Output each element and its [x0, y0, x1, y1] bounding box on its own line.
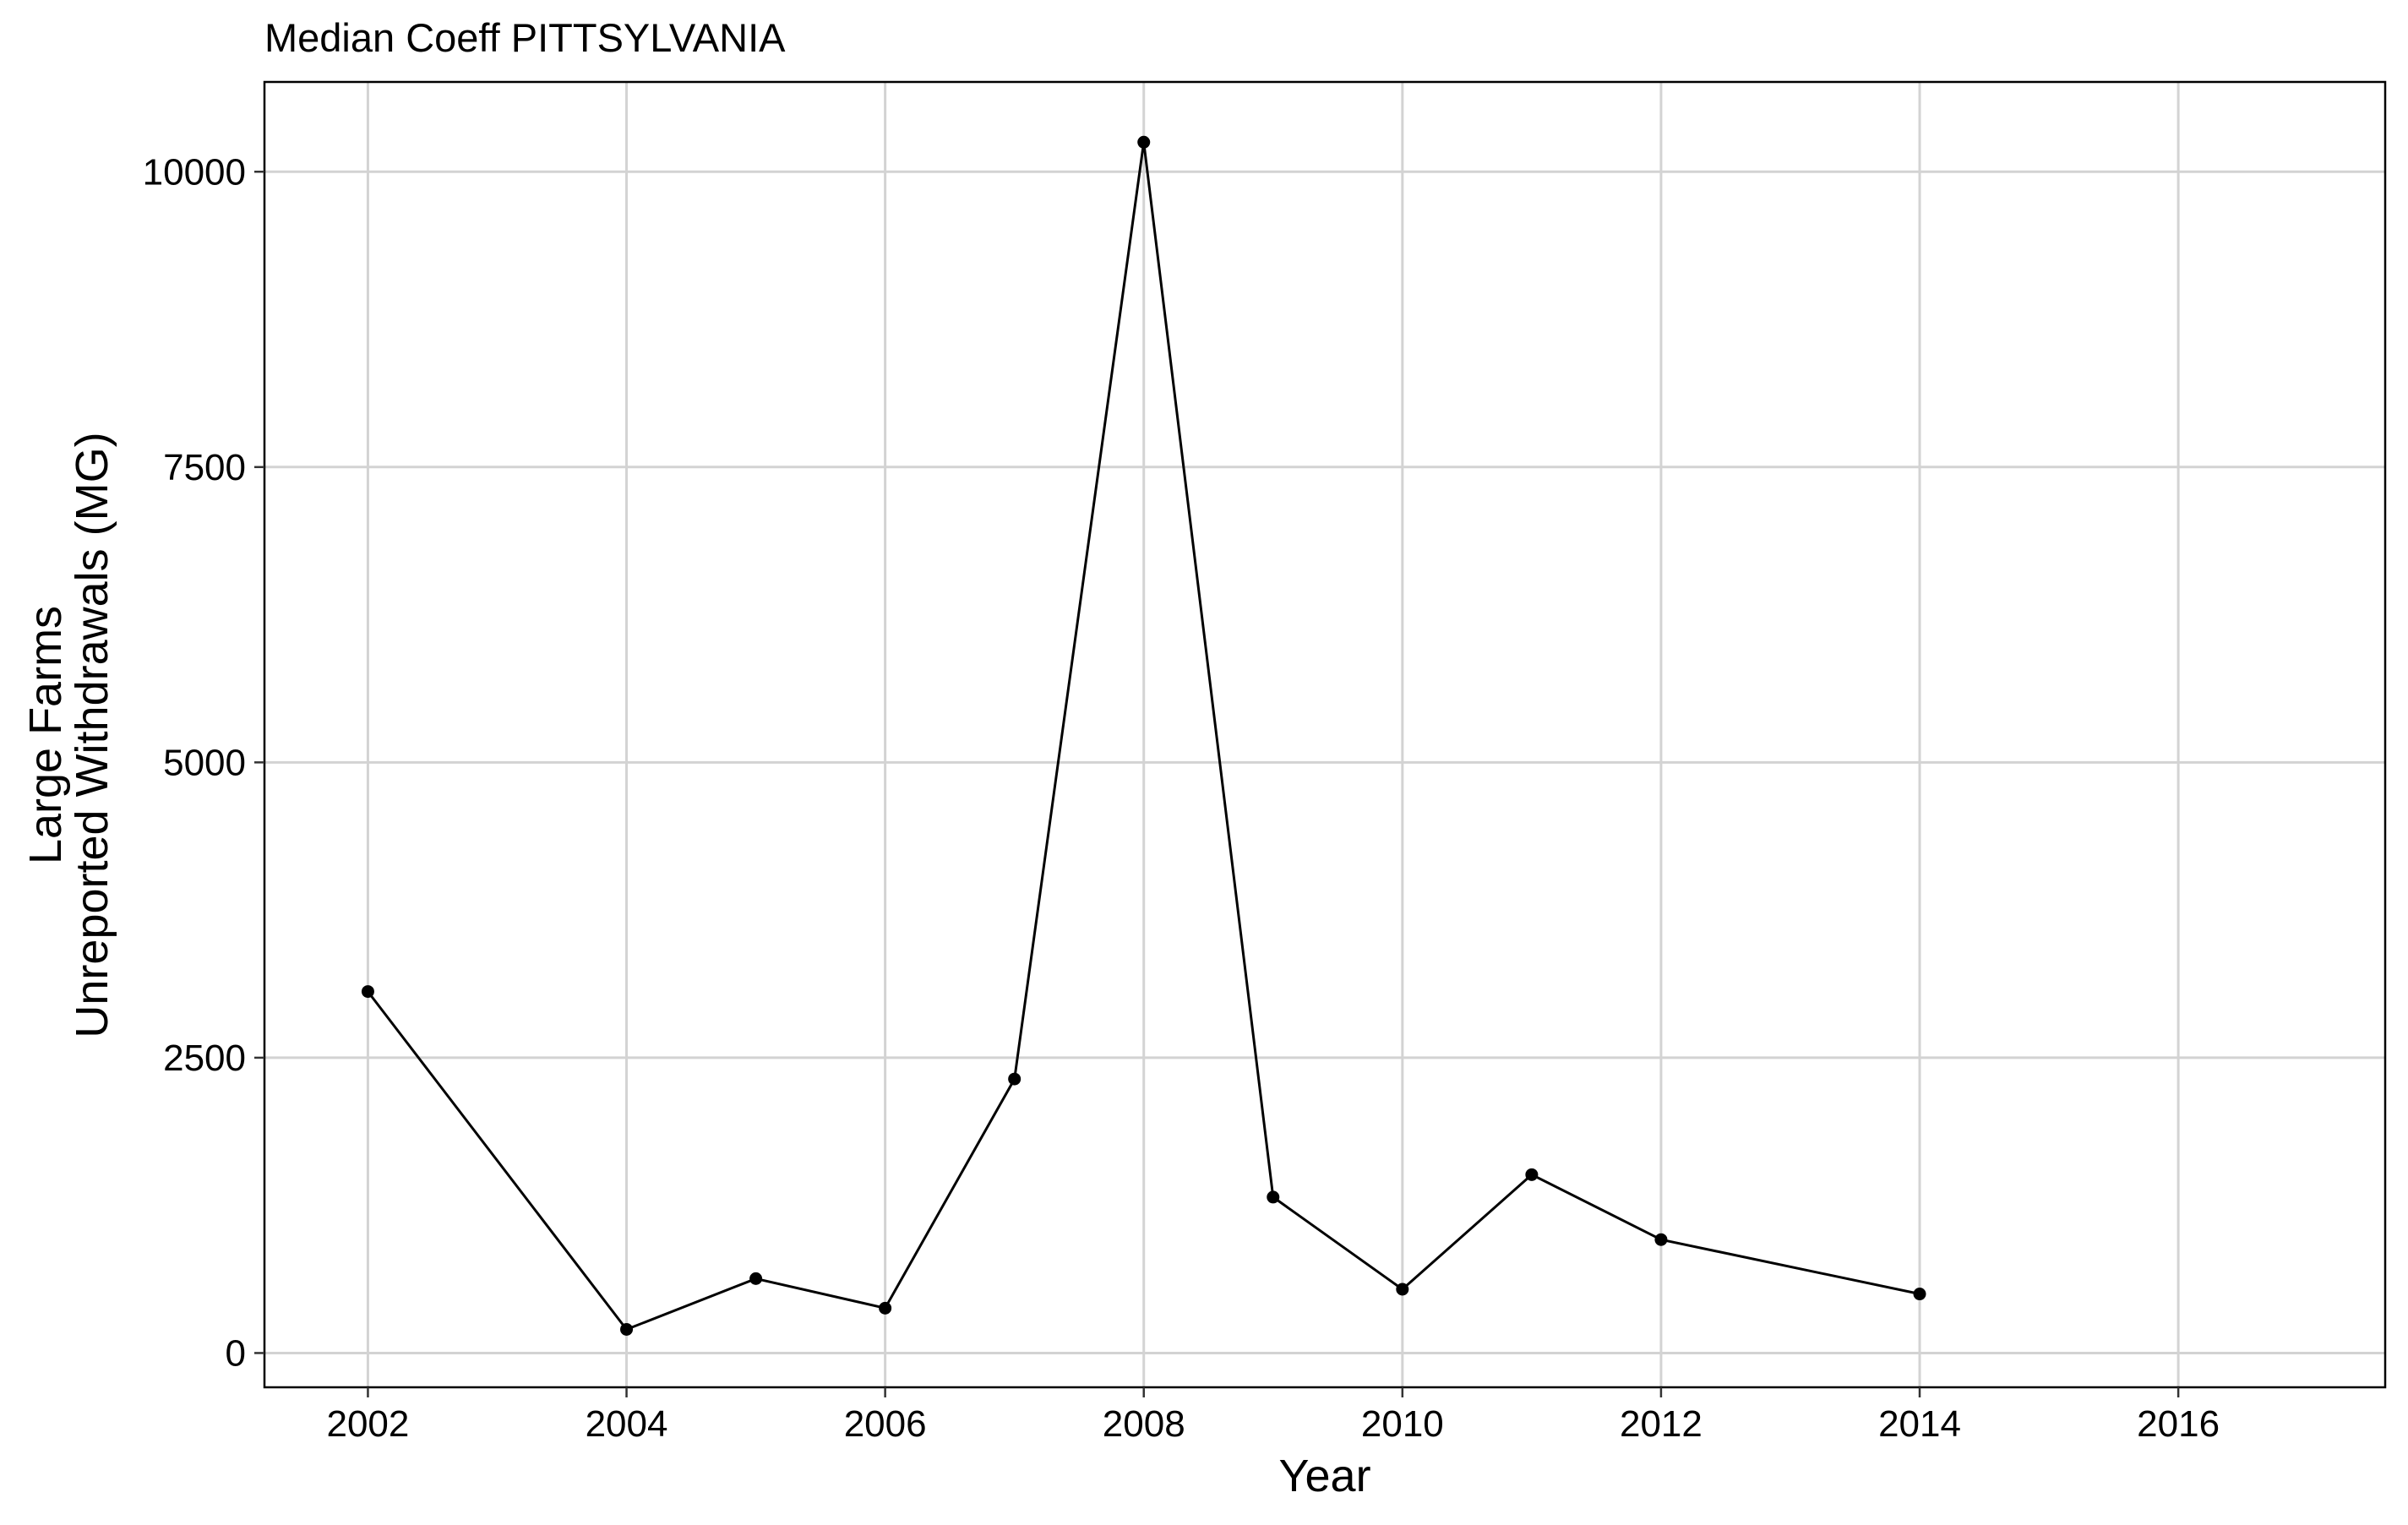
grid-lines — [264, 82, 2385, 1387]
y-axis-ticks: 0 2500 5000 7500 10000 — [143, 151, 264, 1374]
x-tick-label: 2012 — [1620, 1403, 1702, 1445]
y-tick-label: 0 — [226, 1332, 246, 1374]
x-tick-label: 2006 — [844, 1403, 927, 1445]
y-tick-label: 10000 — [143, 151, 246, 193]
chart-title: Median Coeff PITTSYLVANIA — [264, 15, 786, 60]
x-tick-label: 2008 — [1103, 1403, 1185, 1445]
x-tick-label: 2016 — [2137, 1403, 2220, 1445]
data-point — [1654, 1233, 1668, 1246]
data-point — [1008, 1072, 1021, 1086]
data-point — [1267, 1190, 1280, 1204]
x-tick-label: 2004 — [586, 1403, 668, 1445]
data-point — [1137, 135, 1151, 149]
data-points — [361, 135, 1926, 1336]
data-point — [361, 985, 374, 999]
data-point — [1913, 1288, 1926, 1301]
data-point — [1396, 1283, 1409, 1296]
x-tick-label: 2010 — [1361, 1403, 1444, 1445]
x-axis-title: Year — [1278, 1451, 1370, 1501]
y-tick-label: 2500 — [163, 1038, 246, 1079]
data-point — [620, 1322, 634, 1336]
panel-border — [263, 80, 2387, 1389]
x-tick-label: 2002 — [326, 1403, 409, 1445]
data-point — [1525, 1168, 1539, 1181]
x-tick-label: 2014 — [1878, 1403, 1961, 1445]
y-axis-title-line-1: Large Farms — [20, 606, 71, 864]
data-point — [749, 1272, 763, 1285]
x-axis-ticks: 2002 2004 2006 2008 2010 2012 2014 2016 — [326, 1387, 2220, 1445]
y-tick-label: 5000 — [163, 742, 246, 783]
y-tick-label: 7500 — [163, 447, 246, 488]
y-axis-title-line-2: Unreported Withdrawals (MG) — [67, 432, 117, 1038]
data-point — [879, 1301, 892, 1315]
